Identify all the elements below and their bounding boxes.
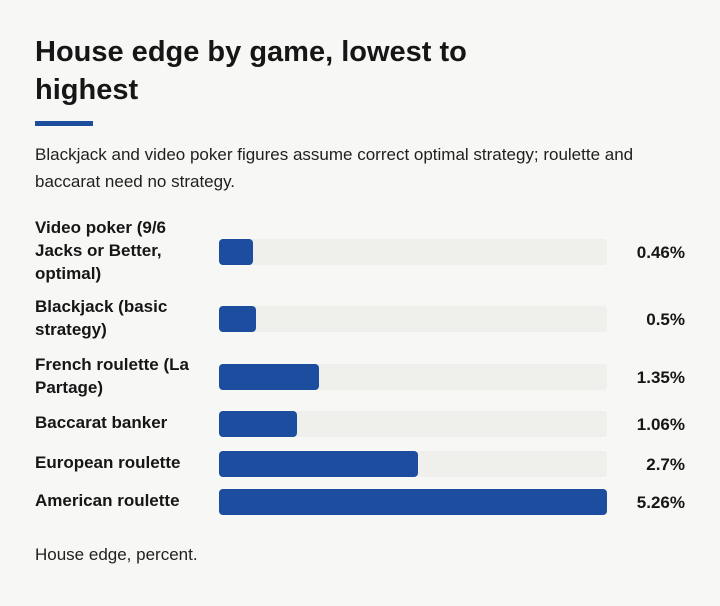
chart-title: House edge by game, lowest to highest (35, 36, 467, 106)
bar-track (219, 411, 607, 437)
value-label: 2.7% (646, 454, 685, 474)
category-label: Blackjack (basic strategy) (35, 297, 168, 339)
chart-caption: House edge, percent. (35, 545, 198, 564)
category-label: Video poker (9/6 Jacks or Better, optima… (35, 218, 167, 283)
chart-subtitle: Blackjack and video poker figures assume… (35, 145, 634, 191)
category-label: Baccarat banker (35, 413, 168, 432)
bar-track (219, 239, 607, 265)
value-label: 0.46% (636, 242, 685, 262)
category-label: European roulette (35, 453, 181, 472)
value-label: 1.35% (636, 367, 685, 387)
bar-track (219, 364, 607, 390)
title-accent-rule (35, 121, 93, 126)
category-label: American roulette (35, 491, 180, 510)
bar-track (219, 451, 607, 477)
bar (219, 489, 607, 515)
bar (219, 451, 418, 477)
category-label: French roulette (La Partage) (35, 355, 189, 397)
bar (219, 364, 319, 390)
value-label: 5.26% (636, 492, 685, 512)
bar-track (219, 489, 607, 515)
value-label: 1.06% (636, 414, 685, 434)
bar-track (219, 306, 607, 332)
bar (219, 239, 253, 265)
bar (219, 411, 297, 437)
bar (219, 306, 256, 332)
value-label: 0.5% (646, 309, 685, 329)
